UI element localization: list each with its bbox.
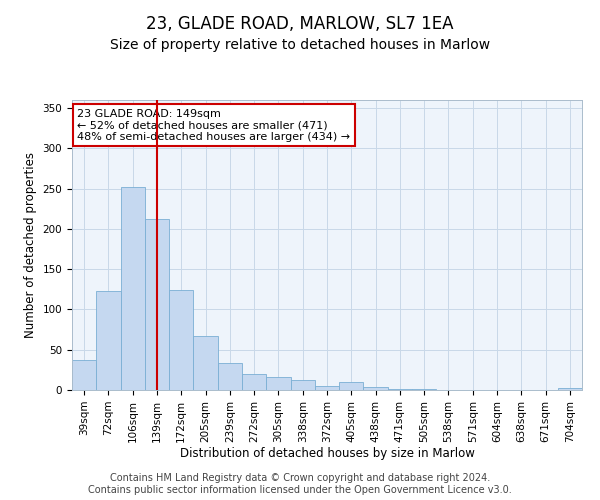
Bar (96, 291, 121, 390)
Bar (169, 290, 193, 390)
Bar (290, 380, 315, 390)
Bar (364, 387, 388, 390)
Text: 23, GLADE ROAD, MARLOW, SL7 1EA: 23, GLADE ROAD, MARLOW, SL7 1EA (146, 15, 454, 33)
Bar (558, 388, 582, 390)
Text: Contains HM Land Registry data © Crown copyright and database right 2024.
Contai: Contains HM Land Registry data © Crown c… (88, 474, 512, 495)
Text: Size of property relative to detached houses in Marlow: Size of property relative to detached ho… (110, 38, 490, 52)
Bar (218, 362, 242, 390)
Bar (412, 389, 436, 390)
Bar (145, 219, 169, 390)
X-axis label: Distribution of detached houses by size in Marlow: Distribution of detached houses by size … (179, 448, 475, 460)
Bar (193, 336, 218, 390)
Bar (266, 377, 290, 390)
Text: 23 GLADE ROAD: 149sqm
← 52% of detached houses are smaller (471)
48% of semi-det: 23 GLADE ROAD: 149sqm ← 52% of detached … (77, 108, 350, 142)
Bar (339, 382, 364, 390)
Y-axis label: Number of detached properties: Number of detached properties (24, 152, 37, 338)
Bar (388, 389, 412, 390)
Bar (315, 386, 339, 390)
Bar (121, 187, 145, 390)
Bar (242, 374, 266, 390)
Bar (72, 360, 96, 390)
